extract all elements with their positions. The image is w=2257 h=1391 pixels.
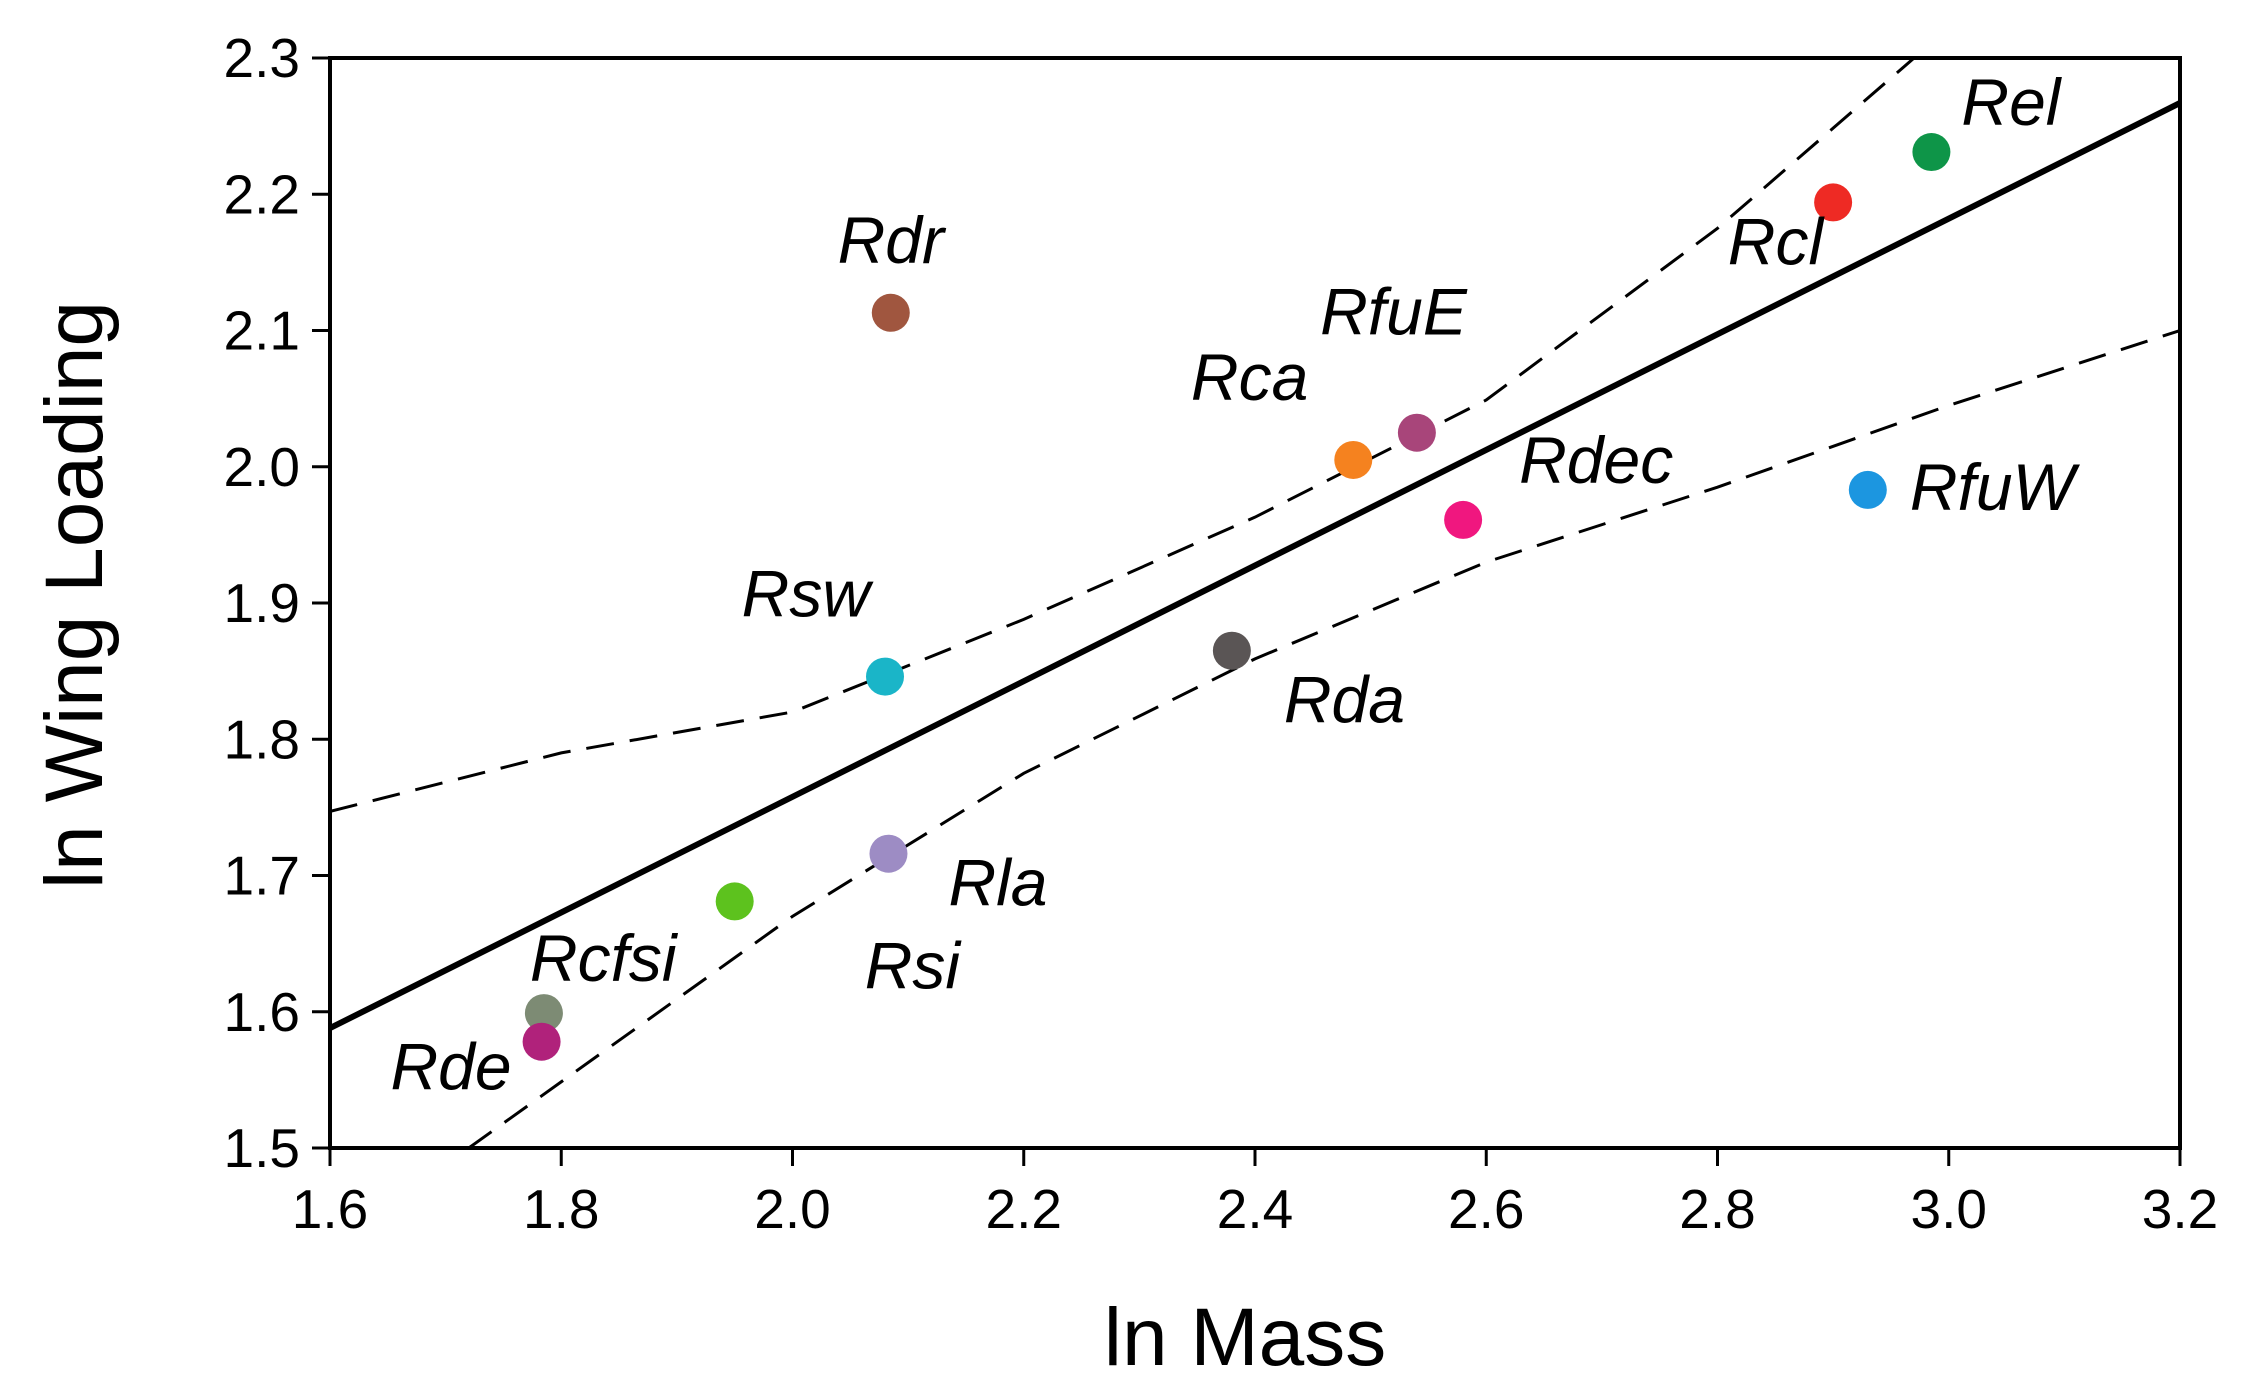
point-rdec: [1444, 500, 1483, 539]
point-label-rfue: RfuE: [1320, 275, 1468, 349]
x-tick-label: 2.0: [754, 1178, 830, 1240]
y-tick-label: 1.9: [224, 572, 300, 634]
x-tick-label: 2.4: [1217, 1178, 1293, 1240]
y-tick-label: 2.2: [224, 163, 300, 225]
point-rcl: [1814, 183, 1853, 222]
point-rsi: [715, 882, 754, 921]
point-label-rla: Rla: [948, 846, 1047, 920]
point-rla: [869, 834, 908, 873]
regression-line: [330, 100, 2180, 1031]
y-tick-label: 1.8: [224, 708, 300, 770]
point-rdr: [871, 293, 910, 332]
point-rfuw: [1848, 470, 1887, 509]
y-tick-label: 2.1: [224, 300, 300, 362]
point-label-rda: Rda: [1284, 663, 1405, 737]
point-label-rsw: Rsw: [742, 557, 875, 631]
confidence-lower-line: [467, 329, 2180, 1148]
point-rca: [1334, 440, 1373, 479]
point-rfue: [1397, 413, 1436, 452]
axis-ticks: 1.6 1.8 2.0 2.2 2.4 2.6 2.8 3.0 3.21.51.61.71.81…: [224, 27, 2219, 1240]
x-tick-label: 2.2: [986, 1178, 1062, 1240]
point-rcfsi: [524, 994, 563, 1033]
y-tick-label: 2.3: [224, 27, 300, 89]
y-tick-label: 1.7: [224, 845, 300, 907]
x-tick-label: 2.6: [1448, 1178, 1524, 1240]
x-axis-title: ln Mass: [1104, 1292, 1387, 1383]
y-tick-label: 2.0: [224, 436, 300, 498]
y-axis-title: ln Wing Loading: [29, 301, 120, 889]
point-rel: [1912, 133, 1951, 172]
point-label-rde: Rde: [391, 1030, 512, 1104]
point-label-rdr: Rdr: [838, 203, 947, 277]
fit-lines: [330, 58, 2180, 1148]
point-rde: [522, 1022, 561, 1061]
point-label-rca: Rca: [1191, 340, 1308, 414]
x-tick-label: 1.6: [292, 1178, 368, 1240]
point-label-rcl: Rcl: [1728, 204, 1826, 278]
point-label-rel: Rel: [1961, 65, 2062, 139]
x-tick-label: 1.8: [523, 1178, 599, 1240]
confidence-upper-line: [330, 58, 1916, 813]
y-tick-label: 1.5: [224, 1117, 300, 1179]
point-rda: [1212, 631, 1251, 670]
point-label-rsi: Rsi: [865, 928, 963, 1002]
point-label-rcfsi: Rcfsi: [530, 921, 679, 995]
point-label-rdec: Rdec: [1519, 423, 1673, 497]
point-label-rfuw: RfuW: [1910, 450, 2081, 524]
point-rsw: [866, 657, 904, 696]
y-tick-label: 1.6: [224, 981, 300, 1043]
x-tick-label: 3.0: [1911, 1178, 1987, 1240]
x-tick-label: 3.2: [2142, 1178, 2218, 1240]
x-tick-label: 2.8: [1679, 1178, 1755, 1240]
